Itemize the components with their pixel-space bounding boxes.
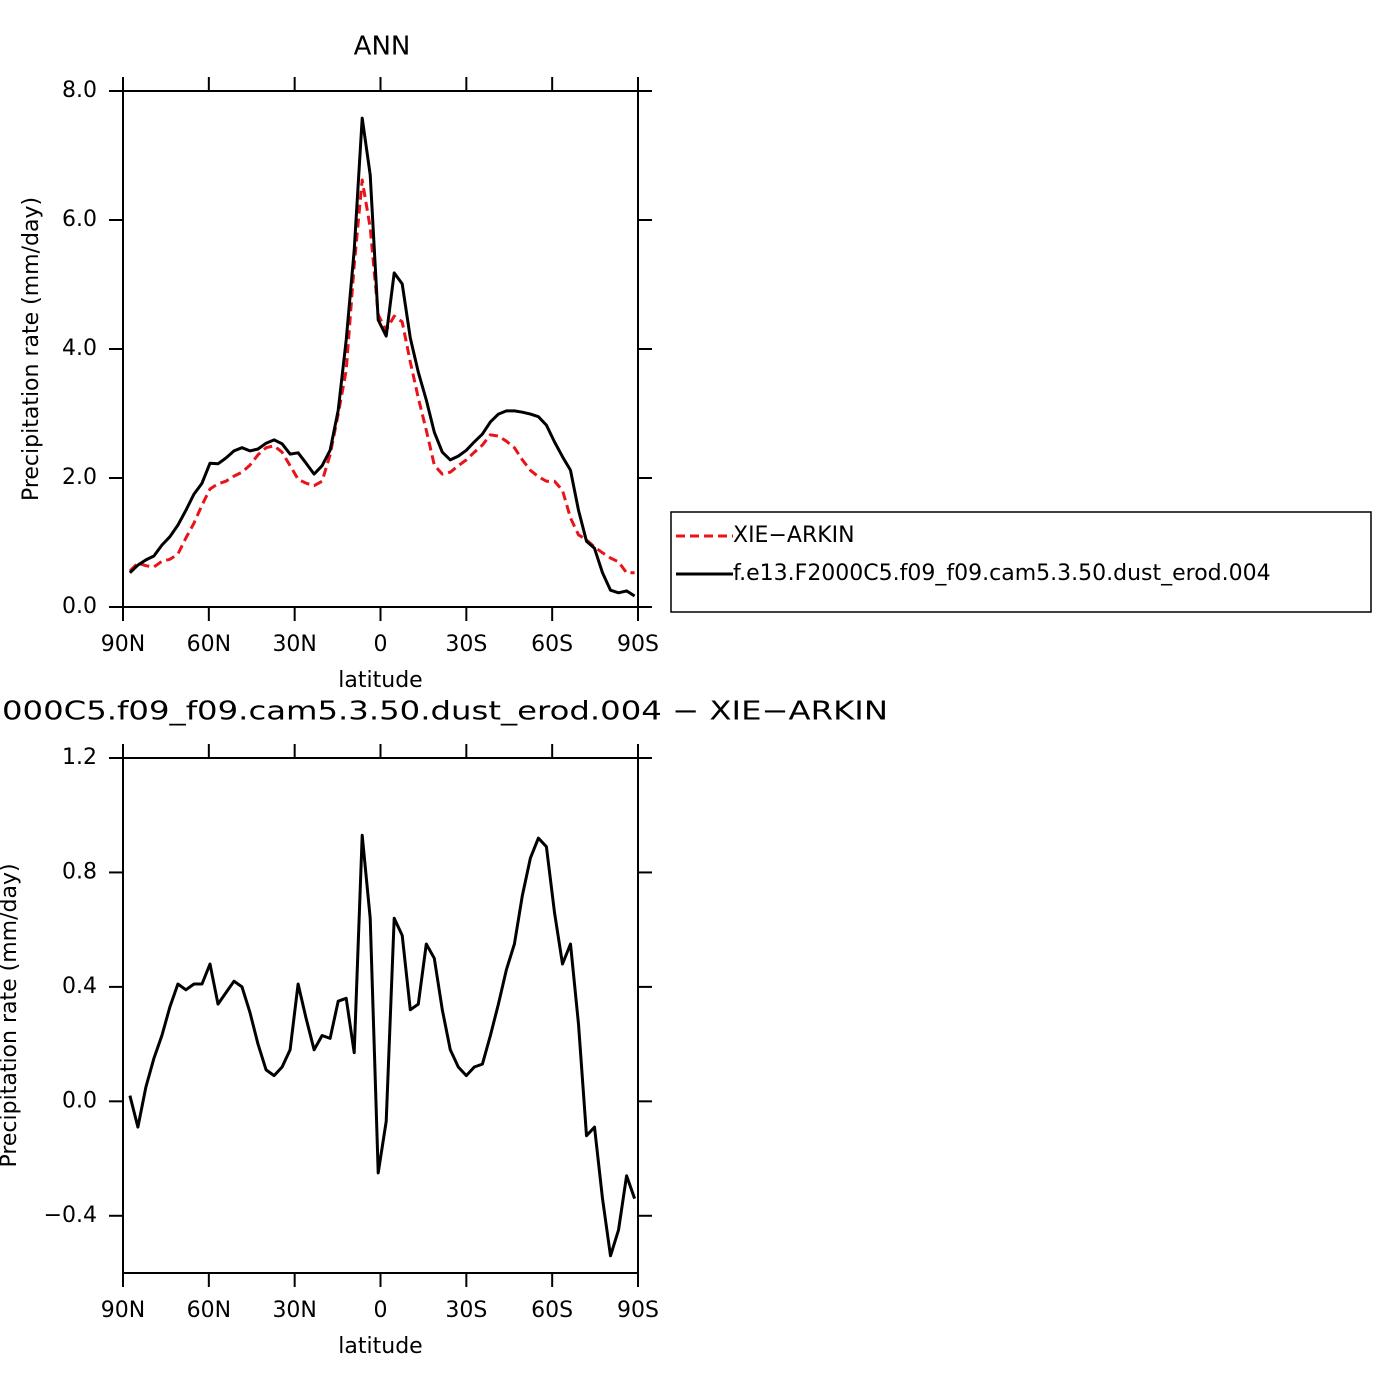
- y-tick-label: 4.0: [62, 336, 97, 361]
- y-tick-label: 0.0: [62, 1088, 97, 1113]
- x-tick-label: 30S: [445, 1298, 487, 1323]
- y-tick-label: 1.2: [62, 745, 97, 770]
- x-tick-label: 60N: [187, 1298, 231, 1323]
- y-axis-label: Precipitation rate (mm/day): [19, 197, 44, 501]
- plot-frame: [122, 90, 639, 608]
- x-tick-label: 90S: [617, 1298, 659, 1323]
- y-tick-label: 6.0: [62, 207, 97, 232]
- chart-title: ANN: [354, 32, 411, 62]
- y-tick-label: 0.8: [62, 859, 97, 884]
- legend-box: [670, 511, 1372, 613]
- y-axis-label: Precipitation rate (mm/day): [0, 863, 22, 1167]
- x-axis-label: latitude: [338, 1334, 422, 1359]
- legend-label: f.e13.F2000C5.f09_f09.cam5.3.50.dust_ero…: [733, 561, 1271, 586]
- plot-frame: [122, 757, 639, 1274]
- x-tick-label: 0: [374, 1298, 388, 1323]
- x-tick-label: 90S: [617, 632, 659, 657]
- y-tick-label: 0.0: [62, 594, 97, 619]
- chart-title: 000C5.f09_f09.cam5.3.50.dust_erod.004 − …: [2, 697, 888, 727]
- x-tick-label: 60S: [531, 632, 573, 657]
- data-line: [128, 178, 635, 575]
- x-tick-label: 30N: [272, 632, 316, 657]
- x-tick-label: 60N: [187, 632, 231, 657]
- x-tick-label: 60S: [531, 1298, 573, 1323]
- y-tick-label: 2.0: [62, 465, 97, 490]
- data-line: [128, 833, 637, 1258]
- x-tick-label: 0: [374, 632, 388, 657]
- x-tick-label: 90N: [101, 632, 145, 657]
- x-tick-label: 90N: [101, 1298, 145, 1323]
- y-tick-label: 8.0: [62, 78, 97, 103]
- y-tick-label: −0.4: [44, 1203, 97, 1228]
- y-tick-label: 0.4: [62, 974, 97, 999]
- data-line: [128, 116, 636, 598]
- legend-label: XIE−ARKIN: [733, 523, 855, 548]
- x-tick-label: 30S: [445, 632, 487, 657]
- x-tick-label: 30N: [272, 1298, 316, 1323]
- x-axis-label: latitude: [338, 668, 422, 693]
